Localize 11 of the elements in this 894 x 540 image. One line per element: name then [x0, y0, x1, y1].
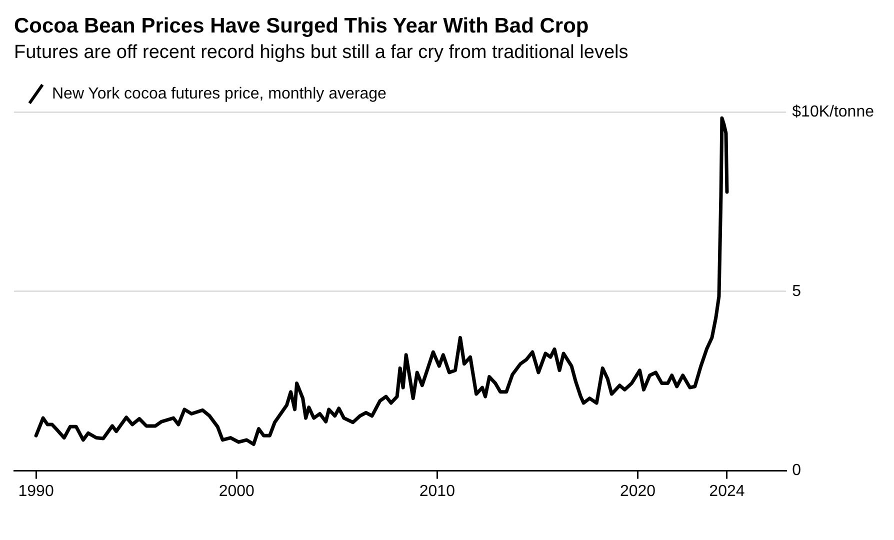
x-tick-label: 1990 — [18, 482, 54, 500]
chart-subtitle: Futures are off recent record highs but still a far cry from traditional levels — [14, 42, 628, 63]
y-tick-label: $10K/tonne — [792, 103, 874, 120]
y-tick-label: 0 — [792, 462, 802, 480]
x-tick-label: 2024 — [709, 482, 745, 500]
x-tick-label: 2020 — [620, 482, 656, 500]
x-tick-label: 2010 — [419, 482, 456, 500]
chart-title: Cocoa Bean Prices Have Surged This Year With Bad Crop — [14, 14, 589, 38]
y-tick-label: 5 — [792, 282, 802, 300]
x-tick-label: 2000 — [218, 482, 255, 500]
legend-label: New York cocoa futures price, monthly average — [52, 85, 386, 102]
